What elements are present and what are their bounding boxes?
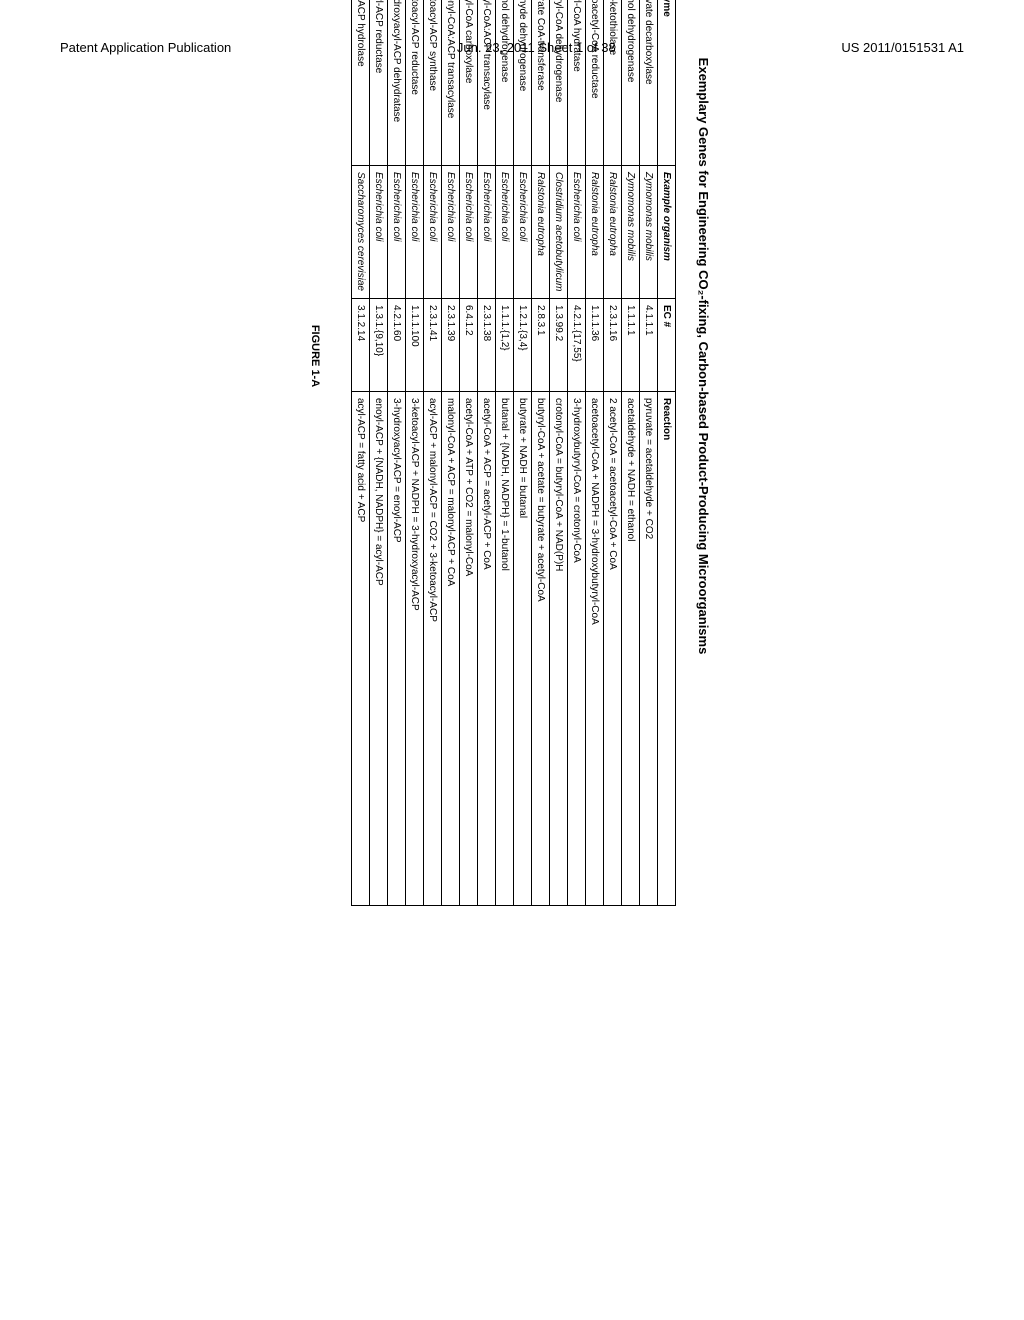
cell-ec: 6.4.1.2 (460, 299, 478, 392)
cell-ec: 4.1.1.1 (640, 299, 658, 392)
table-row: adhEalcohol dehydrogenaseEscherichia col… (496, 0, 514, 906)
cell-enzyme: enoyl-ACP reductase (370, 0, 388, 166)
cell-ec: 2.3.1.38 (478, 299, 496, 392)
cell-ec: 1.1.1.36 (586, 299, 604, 392)
cell-enzyme: aldehyde dehydrogenase (514, 0, 532, 166)
cell-reaction: acetoacetyl-CoA + NADPH = 3-hydroxybutyr… (586, 392, 604, 906)
gene-table: Product Gene Enzyme Example organism EC … (351, 0, 676, 906)
table-row: fabB3-ketoacyl-ACP synthaseEscherichia c… (424, 0, 442, 906)
col-organism: Example organism (658, 166, 676, 299)
cell-organism: Escherichia coli (388, 166, 406, 299)
cell-organism: Ralstonia eutropha (532, 166, 550, 299)
cell-enzyme: enoyl-CoA hydratase (568, 0, 586, 166)
table-title: Exemplary Genes for Engineering CO₂-fixi… (696, 0, 711, 906)
cell-ec: 1.2.1.{3,4} (514, 299, 532, 392)
cell-organism: Escherichia coli (424, 166, 442, 299)
table-row: fabG3-ketoacyl-ACP reductaseEscherichia … (406, 0, 424, 906)
table-row: ethanolpdcpyruvate decarboxylaseZymomona… (640, 0, 658, 906)
cell-ec: 4.2.1.60 (388, 299, 406, 392)
cell-ec: 1.3.1.{9,10} (370, 299, 388, 392)
header-right: US 2011/0151531 A1 (841, 40, 964, 55)
cell-enzyme: pyruvate decarboxylase (640, 0, 658, 166)
cell-organism: Ralstonia eutropha (604, 166, 622, 299)
cell-enzyme: acetyl-CoA carboxylase (460, 0, 478, 166)
cell-reaction: 2 acetyl-CoA = acetoacetyl-CoA + CoA (604, 392, 622, 906)
cell-enzyme: 3-ketoacyl-ACP reductase (406, 0, 424, 166)
cell-enzyme: acetyl-CoA:ACP transacylase (478, 0, 496, 166)
cell-ec: 2.3.1.16 (604, 299, 622, 392)
figure-label: FIGURE 1-A (309, 0, 321, 906)
cell-enzyme: acetoacetyl-CoA reductase (586, 0, 604, 166)
table-header-row: Product Gene Enzyme Example organism EC … (658, 0, 676, 906)
cell-enzyme: beta-ketothiolase (604, 0, 622, 166)
table-row: accBCADacetyl-CoA carboxylaseEscherichia… (460, 0, 478, 906)
cell-ec: 1.1.1.{1,2} (496, 299, 514, 392)
cell-ec: 2.3.1.39 (442, 299, 460, 392)
cell-organism: Escherichia coli (496, 166, 514, 299)
cell-ec: 2.3.1.41 (424, 299, 442, 392)
cell-organism: Escherichia coli (460, 166, 478, 299)
table-row: phaBacetoacetyl-CoA reductaseRalstonia e… (586, 0, 604, 906)
cell-reaction: acetaldehyde + NADH = ethanol (622, 392, 640, 906)
cell-reaction: malonyl-CoA + ACP = malonyl-ACP + CoA (442, 392, 460, 906)
cell-ec: 1.1.1.1 (622, 299, 640, 392)
cell-reaction: 3-ketoacyl-ACP + NADPH = 3-hydroxyacyl-A… (406, 392, 424, 906)
cell-ec: 3.1.2.14 (352, 299, 370, 392)
cell-reaction: crotonyl-CoA = butyryl-CoA + NAD(P)H (550, 392, 568, 906)
cell-reaction: butyrate + NADH = butanal (514, 392, 532, 906)
cell-enzyme: alcohol dehydrogenase (622, 0, 640, 166)
cell-enzyme: 3-ketoacyl-ACP synthase (424, 0, 442, 166)
table-row: fabA3-hydroxyacyl-ACP dehydrataseEscheri… (388, 0, 406, 906)
table-row: maoCenoyl-CoA hydrataseEscherichia coli4… (568, 0, 586, 906)
col-ec: EC # (658, 299, 676, 392)
cell-reaction: enoyl-ACP + {NADH, NADPH} = acyl-ACP (370, 392, 388, 906)
header-left: Patent Application Publication (60, 40, 231, 55)
cell-reaction: acyl-ACP = fatty acid + ACP (352, 392, 370, 906)
table-row: butanolphaAbeta-ketothiolaseRalstonia eu… (604, 0, 622, 906)
cell-organism: Saccharomyces cerevisiae (352, 166, 370, 299)
cell-ec: 1.1.1.100 (406, 299, 424, 392)
cell-ec: 1.3.99.2 (550, 299, 568, 392)
table-row: fabIenoyl-ACP reductaseEscherichia coli1… (370, 0, 388, 906)
table-row: octanefabHacetyl-CoA:ACP transacylaseEsc… (478, 0, 496, 906)
cell-organism: Ralstonia eutropha (586, 166, 604, 299)
cell-organism: Escherichia coli (478, 166, 496, 299)
cell-reaction: butanal + {NADH, NADPH} = 1-butanol (496, 392, 514, 906)
cell-organism: Escherichia coli (442, 166, 460, 299)
cell-organism: Escherichia coli (406, 166, 424, 299)
cell-enzyme: acyl-ACP hydrolase (352, 0, 370, 166)
cell-reaction: pyruvate = acetaldehyde + CO2 (640, 392, 658, 906)
cell-reaction: butyryl-CoA + acetate = butyrate + acety… (532, 392, 550, 906)
cell-enzyme: butyryl-CoA dehydrogenase (550, 0, 568, 166)
cell-organism: Zymomonas mobilis (640, 166, 658, 299)
cell-organism: Zymomonas mobilis (622, 166, 640, 299)
cell-enzyme: malonyl-CoA:ACP transacylase (442, 0, 460, 166)
table-row: FAS1acyl-ACP hydrolaseSaccharomyces cere… (352, 0, 370, 906)
table-row: fabDmalonyl-CoA:ACP transacylaseEscheric… (442, 0, 460, 906)
cell-organism: Escherichia coli (514, 166, 532, 299)
table-row: adhBalcohol dehydrogenaseZymomonas mobil… (622, 0, 640, 906)
cell-reaction: acetyl-CoA + ACP = acetyl-ACP + CoA (478, 392, 496, 906)
cell-ec: 4.2.1.{17,55} (568, 299, 586, 392)
cell-ec: 2.8.3.1 (532, 299, 550, 392)
cell-enzyme: butyrate CoA-transferase (532, 0, 550, 166)
cell-organism: Escherichia coli (370, 166, 388, 299)
table-row: pctbutyrate CoA-transferaseRalstonia eut… (532, 0, 550, 906)
cell-reaction: 3-hydroxybutyryl-CoA = crotonyl-CoA (568, 392, 586, 906)
cell-enzyme: 3-hydroxyacyl-ACP dehydratase (388, 0, 406, 166)
col-reaction: Reaction (658, 392, 676, 906)
cell-organism: Clostridium acetobutylicum (550, 166, 568, 299)
table-row: bcdbutyryl-CoA dehydrogenaseClostridium … (550, 0, 568, 906)
cell-reaction: acetyl-CoA + ATP + CO2 = malonyl-CoA (460, 392, 478, 906)
cell-reaction: acyl-ACP + malonyl-ACP = CO2 + 3-ketoacy… (424, 392, 442, 906)
table-row: adhEaldehyde dehydrogenaseEscherichia co… (514, 0, 532, 906)
cell-reaction: 3-hydroxyacyl-ACP = enoyl-ACP (388, 392, 406, 906)
cell-enzyme: alcohol dehydrogenase (496, 0, 514, 166)
col-enzyme: Enzyme (658, 0, 676, 166)
cell-organism: Escherichia coli (568, 166, 586, 299)
